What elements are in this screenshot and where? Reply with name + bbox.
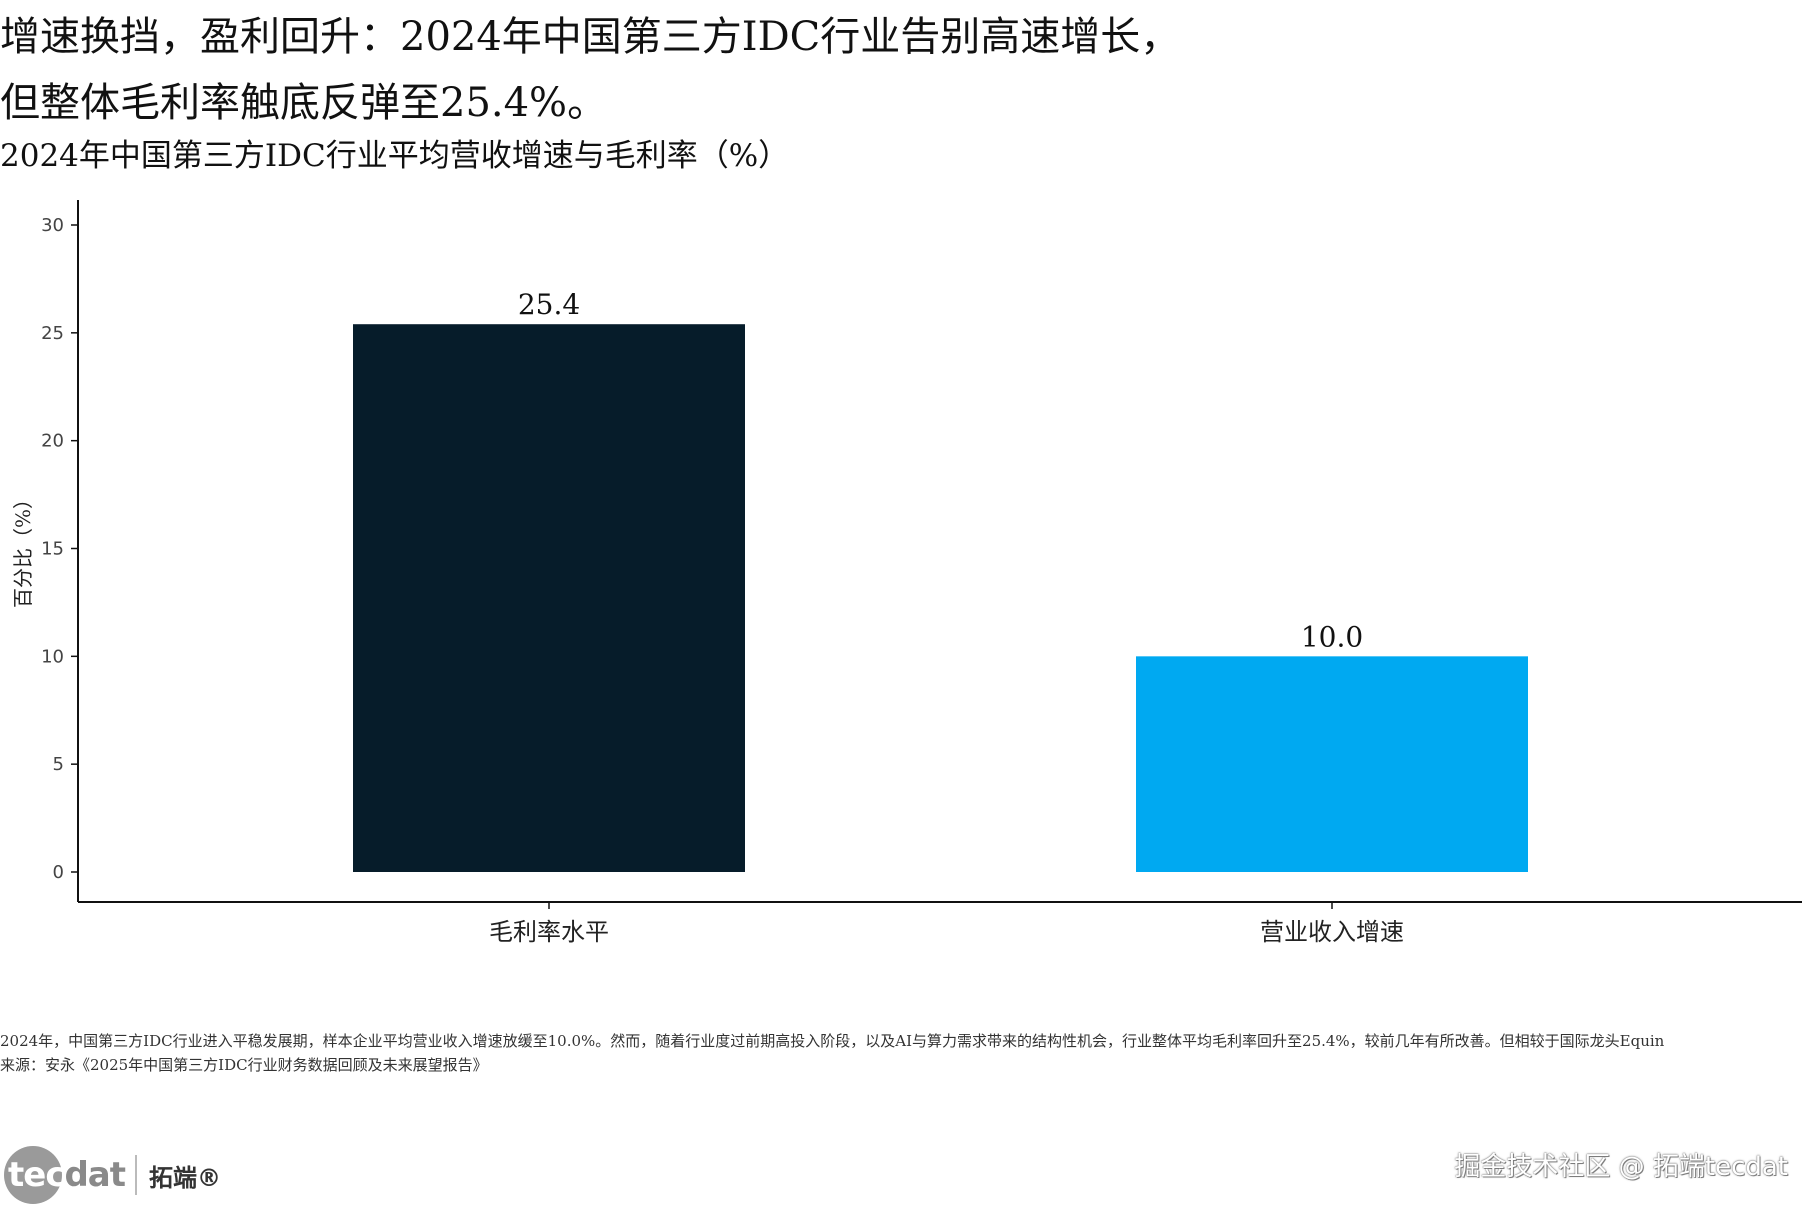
chart-subtitle: 2024年中国第三方IDC行业平均营收增速与毛利率（%）: [0, 138, 790, 174]
bar-chart: 0 5 10 15 20 25 30 百分比（%） 25.4 毛利率水平 10.0 营业收入增速: [11, 200, 1802, 946]
logo-cn-text: 拓端®: [149, 1163, 222, 1192]
chart-source: 来源：安永《2025年中国第三方IDC行业财务数据回顾及未来展望报告》: [0, 1056, 488, 1074]
bar-2: [1136, 656, 1528, 872]
y-axis-title: 百分比（%）: [11, 489, 35, 608]
data-label-2: 10.0: [1301, 620, 1363, 653]
y-tick-label: 25: [41, 323, 64, 344]
logo-divider: [135, 1155, 138, 1195]
y-tick-label: 15: [41, 539, 64, 560]
logo-wordmark: tecdat: [8, 1155, 126, 1195]
x-tick-label: 毛利率水平: [489, 918, 609, 946]
y-tick-label: 10: [41, 646, 64, 667]
y-tick-label: 5: [53, 754, 64, 775]
y-tick-label: 0: [53, 862, 64, 883]
logo-badge: [4, 1146, 62, 1204]
data-label-1: 25.4: [518, 288, 580, 321]
y-tick-label: 30: [41, 215, 64, 236]
x-tick-label: 营业收入增速: [1260, 918, 1404, 946]
watermark: 掘金技术社区 @ 拓端tecdat: [1454, 1152, 1788, 1182]
chart-title-line-2: 但整体毛利率触底反弹至25.4%。: [0, 80, 608, 126]
title-block: 增速换挡，盈利回升：2024年中国第三方IDC行业告别高速增长， 但整体毛利率触…: [0, 4, 1814, 136]
y-tick-label: 20: [41, 431, 64, 452]
tecdat-logo: tecdat 拓端®: [4, 1143, 221, 1207]
chart-title-line-1: 增速换挡，盈利回升：2024年中国第三方IDC行业告别高速增长，: [0, 14, 1181, 60]
chart-note: 2024年，中国第三方IDC行业进入平稳发展期，样本企业平均营业收入增速放缓至1…: [0, 1032, 1665, 1050]
bar-1: [353, 324, 745, 872]
